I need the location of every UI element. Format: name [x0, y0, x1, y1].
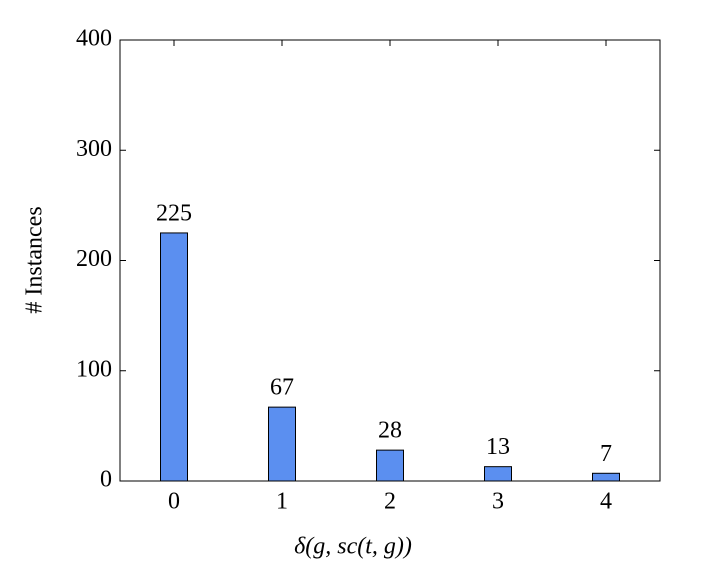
x-tick-label: 3 [492, 489, 504, 515]
x-tick-label: 0 [168, 489, 180, 515]
value-label: 67 [270, 375, 294, 401]
x-tick-label: 4 [600, 489, 612, 515]
plot-frame [119, 39, 661, 482]
bar [268, 406, 296, 482]
bar [484, 466, 512, 482]
value-label: 28 [378, 418, 402, 444]
value-label: 13 [486, 434, 510, 460]
value-label: 225 [156, 200, 192, 226]
bar [160, 232, 188, 482]
y-tick-label: 0 [100, 467, 112, 493]
y-tick-label: 200 [76, 246, 112, 272]
bar [376, 449, 404, 482]
y-tick-label: 400 [76, 26, 112, 52]
y-tick-label: 100 [76, 356, 112, 382]
x-tick-label: 2 [384, 489, 396, 515]
value-label: 7 [600, 441, 612, 467]
x-axis-label: δ(g, sc(t, g)) [294, 534, 412, 560]
y-tick-label: 300 [76, 136, 112, 162]
y-axis-label: # Instances [22, 206, 48, 313]
x-tick-label: 1 [276, 489, 288, 515]
bar [592, 472, 620, 482]
